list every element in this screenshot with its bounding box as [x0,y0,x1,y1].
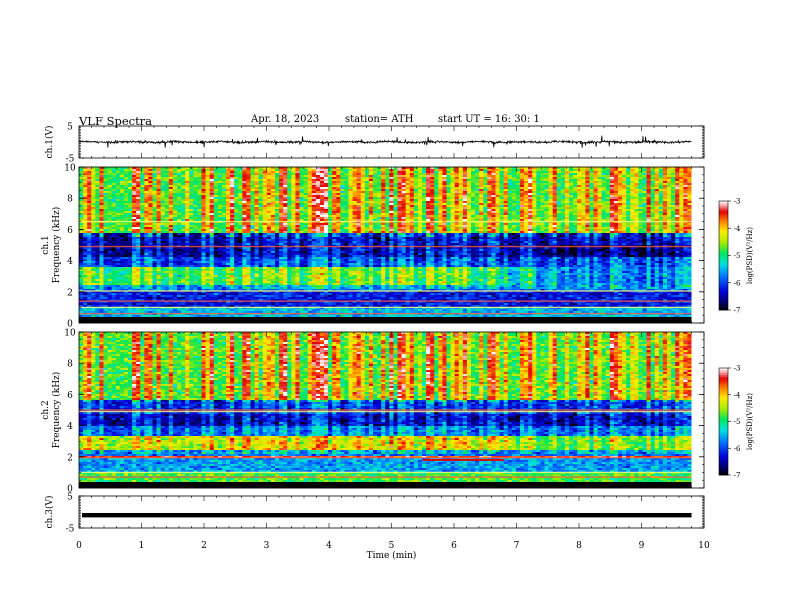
colorbar-ch2 [718,367,731,476]
spectral-line [79,476,692,478]
spectral-line [79,409,692,411]
ch3-trace [82,513,692,518]
spectral-line [79,410,692,413]
colorbar-ch1 [718,200,731,311]
colorbar-tick-label: -5 [734,418,741,426]
spectral-line [79,456,692,459]
x-tick-label: 5 [389,541,395,551]
x-tick-label: 9 [639,541,645,551]
waveform-layer [78,135,692,518]
y-axis-label: ch.1 [41,235,51,254]
x-tick-label: 6 [451,541,457,551]
spectral-line [79,312,692,315]
y-tick-label: 5 [67,123,73,133]
y-tick-label: 10 [64,329,76,339]
spectral-line [79,245,692,248]
date-label: Apr. 18, 2023 [251,114,319,125]
y-tick-label: 8 [67,195,73,205]
spectral-line [79,471,692,474]
start-time-label: start UT = 16: 30: 1 [438,114,540,125]
x-tick-label: 3 [264,541,270,551]
spectrogram-layer [79,167,704,489]
y-tick-label: 4 [67,257,73,267]
spectral-line [79,220,692,223]
y-tick-label: 8 [67,360,73,370]
spectrogram-ch1 [79,167,704,324]
station-label: station= ATH [345,114,413,125]
y-tick-label: -5 [66,525,75,535]
x-tick-label: 4 [326,541,332,551]
colorbar-tick-label: -4 [734,391,741,399]
shifted-line [422,458,504,461]
y-axis-label: ch.3(V) [44,496,55,529]
y-tick-label: -5 [66,155,75,165]
y-tick-label: 4 [67,422,73,432]
x-tick-label: 7 [514,541,520,551]
y-tick-label: 2 [67,453,73,463]
colorbar-tick-label: -4 [734,225,741,233]
spectrogram-ch2 [79,332,704,489]
spectral-line [79,300,692,302]
no-data-area [691,332,704,488]
y-tick-label: 0 [67,320,73,330]
y-axis-label: Frequency (kHz) [51,372,62,449]
x-tick-label: 1 [139,541,145,551]
colorbar-tick-label: -3 [734,365,741,373]
x-tick-label: 0 [76,541,82,551]
ch1-trace [78,135,692,148]
y-axis-label: ch.2 [41,400,51,419]
y-tick-label: 0 [67,485,73,495]
figure-title: VLF Spectra [79,114,152,128]
axes-layer [78,125,731,529]
x-tick-label: 10 [698,541,710,551]
y-tick-label: 2 [67,288,73,298]
x-tick-label: 8 [576,541,582,551]
colorbar-tick-label: -6 [734,445,741,453]
x-tick-label: 2 [201,541,207,551]
y-tick-label: 5 [67,493,73,503]
colorbar-tick-label: -5 [734,252,741,260]
colorbar-tick-label: -3 [734,198,741,206]
y-tick-label: 10 [64,164,76,174]
colorbar-label: log(PSD)(V²/Hz) [746,393,754,450]
y-tick-label: 6 [67,391,73,401]
y-axis-label: ch.1(V) [44,126,55,159]
x-axis-label: Time (min) [367,550,417,561]
colorbar-tick-label: -6 [734,279,741,287]
spectral-line [79,290,692,292]
spectral-line [79,306,692,309]
colorbar-label: log(PSD)(V²/Hz) [746,227,754,284]
y-axis-label: Frequency (kHz) [51,207,62,284]
no-data-area [691,167,704,323]
colorbar-tick-label: -7 [734,307,741,315]
y-tick-label: 6 [67,226,73,236]
colorbar-tick-label: -7 [734,472,741,480]
